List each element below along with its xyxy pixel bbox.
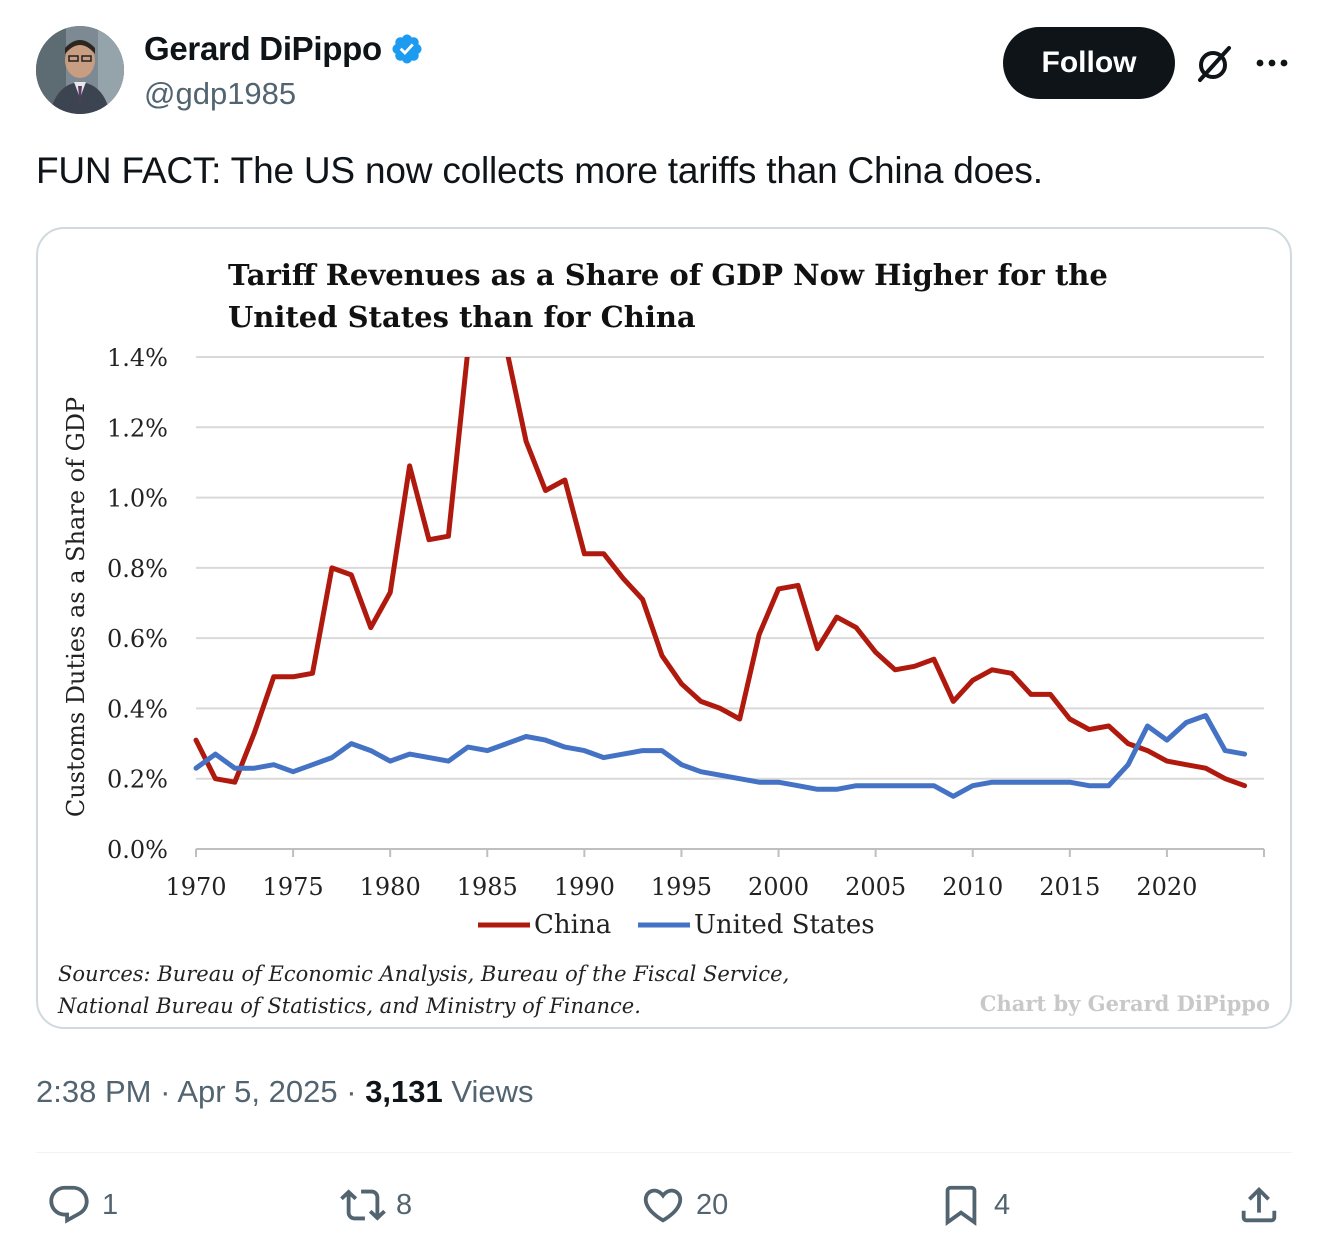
- chart-title-line2: United States than for China: [228, 300, 696, 334]
- y-tick-labels: 0.0% 0.2% 0.4% 0.6% 0.8% 1.0% 1.2% 1.4%: [107, 344, 168, 864]
- author-display-name[interactable]: Gerard DiPippo: [144, 30, 382, 67]
- series-line-china: [193, 357, 1248, 789]
- x-tick-label: 2015: [1039, 873, 1100, 901]
- x-tick-label: 2010: [942, 873, 1003, 901]
- series-line-united-states: [193, 713, 1248, 799]
- x-tick-label: 1970: [165, 873, 226, 901]
- avatar-image: [36, 26, 124, 114]
- x-axis: 1970 1975 1980 1985 1990 1995 2000 2005 2010 2015…: [165, 848, 1265, 901]
- chart-credit: Chart by Gerard DiPippo: [980, 991, 1270, 1016]
- y-tick-label: 0.6%: [107, 625, 168, 653]
- chart: Tariff Revenues as a Share of GDP Now Hi…: [57, 258, 1270, 1018]
- bookmark-button[interactable]: 4: [938, 1182, 1010, 1228]
- y-tick-label: 1.0%: [107, 485, 168, 513]
- x-tick-label: 2020: [1136, 873, 1197, 901]
- x-tick-label: 2005: [845, 873, 906, 901]
- chart-image-card[interactable]: Tariff Revenues as a Share of GDP Now Hi…: [36, 227, 1292, 1029]
- y-tick-label: 0.8%: [107, 555, 168, 583]
- like-button[interactable]: 20: [640, 1182, 728, 1228]
- more-options-icon[interactable]: [1252, 48, 1292, 78]
- x-tick-label: 2000: [748, 873, 809, 901]
- y-axis-label: Customs Duties as a Share of GDP: [62, 397, 90, 817]
- tweet-meta: 2:38 PM · Apr 5, 2025 · 3,131 Views: [36, 1074, 534, 1110]
- x-tick-label: 1975: [263, 873, 324, 901]
- chart-source-line1: Sources: Bureau of Economic Analysis, Bu…: [58, 962, 789, 986]
- repost-count: 8: [396, 1188, 413, 1221]
- y-tick-label: 1.4%: [107, 344, 168, 372]
- chart-source-line2: National Bureau of Statistics, and Minis…: [57, 994, 641, 1018]
- reply-count: 1: [102, 1188, 119, 1221]
- meta-separator: ·: [160, 1074, 171, 1109]
- like-count: 20: [696, 1188, 729, 1221]
- share-icon: [1241, 1186, 1277, 1223]
- y-tick-label: 0.0%: [107, 836, 168, 864]
- bookmark-count: 4: [994, 1188, 1011, 1221]
- y-tick-label: 0.2%: [107, 766, 168, 794]
- heart-icon: [643, 1188, 683, 1223]
- legend-label: China: [534, 910, 611, 940]
- views-label: Views: [451, 1074, 534, 1109]
- tweet-time[interactable]: 2:38 PM: [36, 1074, 152, 1109]
- verified-badge-icon[interactable]: [390, 32, 424, 66]
- follow-button[interactable]: Follow: [1003, 27, 1175, 99]
- grok-icon[interactable]: [1192, 42, 1236, 86]
- repost-button[interactable]: 8: [340, 1182, 412, 1228]
- reply-button[interactable]: 1: [46, 1182, 118, 1228]
- x-tick-label: 1985: [457, 873, 518, 901]
- tweet-date[interactable]: Apr 5, 2025: [177, 1074, 338, 1109]
- x-tick-label: 1980: [360, 873, 421, 901]
- tweet-text: FUN FACT: The US now collects more tarif…: [36, 150, 1043, 191]
- share-button[interactable]: [1236, 1182, 1282, 1228]
- chart-series-lines: [193, 357, 1248, 799]
- avatar[interactable]: [36, 26, 124, 114]
- reply-icon: [49, 1185, 89, 1224]
- divider: [36, 1152, 1292, 1153]
- views-count: 3,131: [365, 1074, 443, 1109]
- chart-title-line1: Tariff Revenues as a Share of GDP Now Hi…: [228, 258, 1108, 292]
- author-name-row: Gerard DiPippo: [144, 30, 424, 68]
- author-handle[interactable]: @gdp1985: [144, 76, 297, 111]
- chart-legend: China United States: [478, 910, 875, 940]
- bookmark-icon: [945, 1185, 977, 1226]
- meta-separator: ·: [346, 1074, 357, 1109]
- x-tick-label: 1990: [554, 873, 615, 901]
- repost-icon: [340, 1189, 386, 1221]
- y-tick-label: 1.2%: [107, 414, 168, 442]
- x-tick-label: 1995: [651, 873, 712, 901]
- legend-label: United States: [694, 910, 875, 940]
- y-tick-label: 0.4%: [107, 695, 168, 723]
